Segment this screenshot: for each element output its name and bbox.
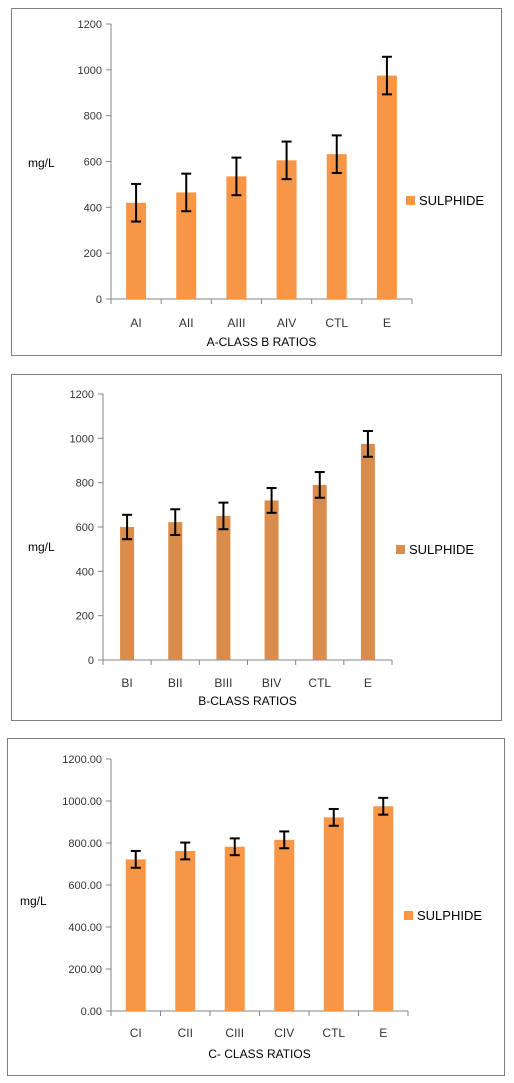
- bar: [176, 192, 197, 299]
- x-category-label: BIII: [214, 676, 232, 690]
- y-tick-label: 200: [84, 248, 102, 260]
- bar: [360, 443, 375, 660]
- y-tick-label: 400.00: [68, 922, 102, 934]
- y-tick-label: 1000.00: [62, 796, 102, 808]
- chart-c-panel: 0.00 200.00 400.00 600.00 800.00 1000.00 1200.…: [7, 738, 505, 1076]
- y-tick-label: 0.00: [81, 1006, 102, 1018]
- y-tick-label: 800: [84, 111, 102, 123]
- bar: [126, 202, 147, 299]
- y-tick-label: 0: [96, 294, 102, 306]
- bar: [125, 859, 146, 1011]
- y-tick-label: 1200: [70, 389, 94, 401]
- legend-swatch: [406, 196, 415, 205]
- bar: [226, 176, 247, 299]
- bar: [276, 160, 297, 299]
- y-tick-label: 200: [76, 611, 94, 623]
- x-category-label: E: [364, 676, 372, 690]
- x-category-label: E: [383, 316, 391, 330]
- x-axis-title: A-CLASS B RATIOS: [207, 335, 317, 349]
- y-tick-label: 0: [88, 655, 94, 667]
- x-category-label: CTL: [325, 316, 348, 330]
- bar: [224, 846, 245, 1011]
- x-category-label: BIV: [262, 676, 281, 690]
- x-category-label: AIV: [277, 316, 296, 330]
- bar: [376, 75, 397, 299]
- x-category-label: AII: [179, 316, 194, 330]
- bar: [216, 515, 231, 660]
- x-category-label: CTL: [308, 676, 331, 690]
- x-category-label: E: [379, 1026, 387, 1040]
- x-category-label: AIII: [227, 316, 245, 330]
- legend-label: SULPHIDE: [417, 908, 482, 923]
- y-tick-label: 1000: [78, 65, 102, 77]
- y-axis-title: mg/L: [28, 540, 55, 554]
- bar: [323, 817, 344, 1011]
- bar: [312, 484, 327, 660]
- x-axis-title: C- CLASS RATIOS: [208, 1047, 310, 1061]
- x-category-label: CIII: [225, 1026, 244, 1040]
- legend-label: SULPHIDE: [419, 193, 484, 208]
- y-tick-label: 400: [76, 566, 94, 578]
- bar: [168, 522, 183, 660]
- y-tick-label: 400: [84, 202, 102, 214]
- legend-label: SULPHIDE: [409, 542, 474, 557]
- y-tick-label: 600: [76, 522, 94, 534]
- bar: [326, 154, 347, 299]
- y-tick-label: 1000: [70, 433, 94, 445]
- y-tick-label: 800.00: [68, 838, 102, 850]
- x-category-label: BII: [168, 676, 183, 690]
- chart-c: 0.00 200.00 400.00 600.00 800.00 1000.00 1200.…: [20, 754, 482, 1061]
- legend-swatch: [404, 911, 413, 920]
- x-category-label: CII: [178, 1026, 193, 1040]
- x-category-label: AI: [130, 316, 141, 330]
- bar: [274, 839, 295, 1011]
- x-category-label: BI: [121, 676, 132, 690]
- y-tick-label: 600: [84, 157, 102, 169]
- bar: [373, 806, 394, 1011]
- chart-b: 0 200 400 600 800 1000 1200 BI BII BIII BIV CTL Emg/…: [28, 389, 474, 708]
- y-tick-label: 800: [76, 478, 94, 490]
- bar: [175, 850, 196, 1011]
- y-axis-title: mg/L: [20, 894, 47, 908]
- x-axis-title: B-CLASS RATIOS: [198, 694, 296, 708]
- y-axis-title: mg/L: [28, 156, 55, 170]
- x-category-label: CIV: [274, 1026, 294, 1040]
- x-category-label: CI: [130, 1026, 142, 1040]
- y-tick-label: 600.00: [68, 880, 102, 892]
- y-tick-label: 1200: [78, 19, 102, 31]
- x-category-label: CTL: [322, 1026, 345, 1040]
- legend-swatch: [396, 545, 405, 554]
- y-tick-label: 200.00: [68, 964, 102, 976]
- chart-a: 0 200 400 600 800 1000 1200 AI AII AIII AIV CTL Emg/…: [28, 19, 484, 349]
- bar: [264, 500, 279, 660]
- y-tick-label: 1200.00: [62, 754, 102, 766]
- bar: [120, 527, 135, 660]
